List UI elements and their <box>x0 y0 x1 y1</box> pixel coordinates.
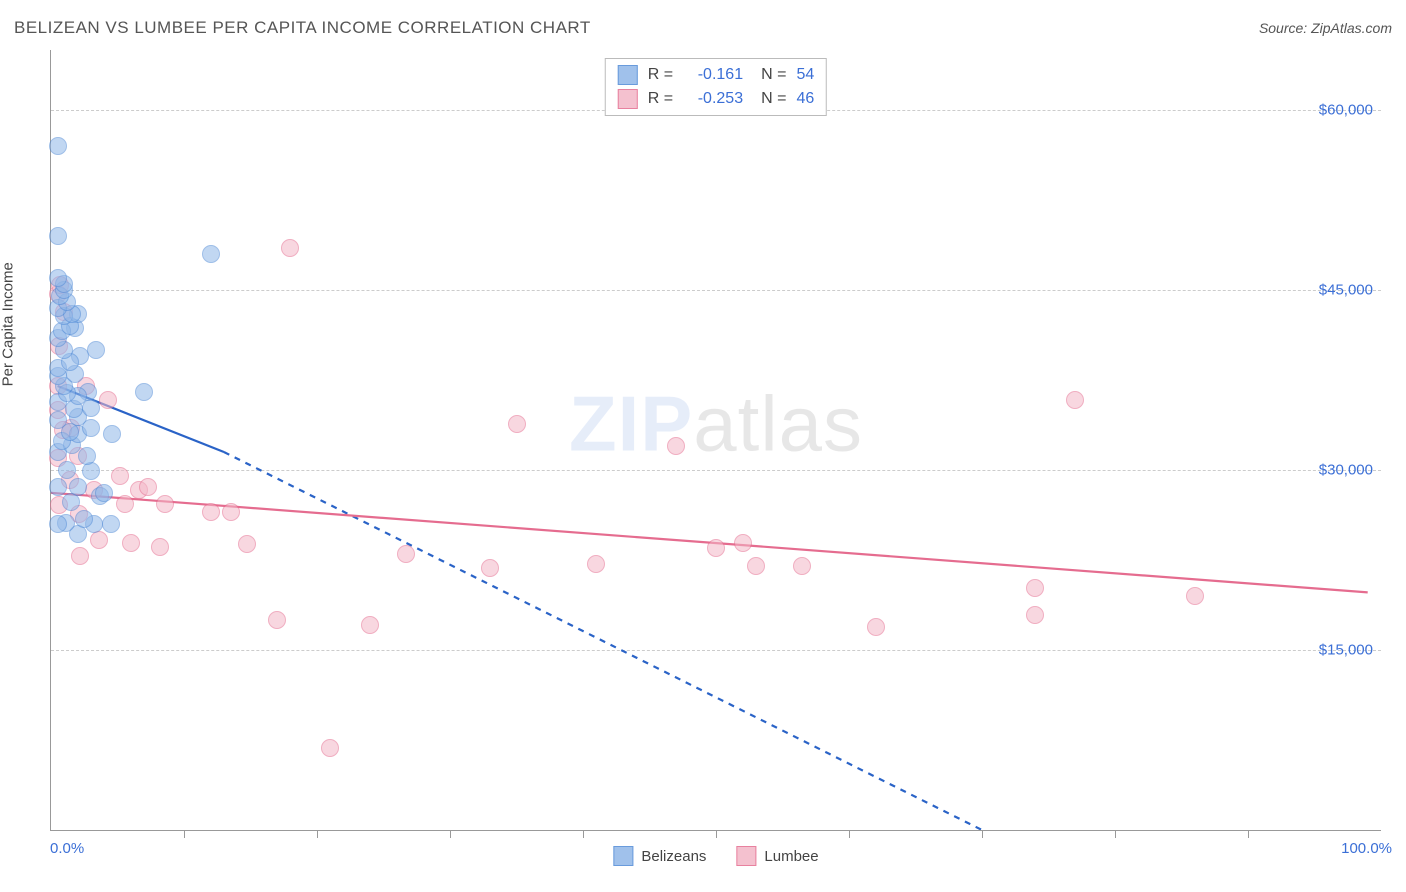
scatter-point <box>156 495 174 513</box>
r-label: R = <box>648 90 673 108</box>
scatter-point <box>734 534 752 552</box>
scatter-point <box>587 555 605 573</box>
x-tick <box>450 830 451 838</box>
chart-title: BELIZEAN VS LUMBEE PER CAPITA INCOME COR… <box>14 18 591 38</box>
stats-row: R = -0.161 N = 54 <box>618 63 814 87</box>
trend-line <box>224 452 982 830</box>
x-tick <box>982 830 983 838</box>
scatter-point <box>90 531 108 549</box>
r-value: -0.253 <box>683 90 743 108</box>
scatter-point <box>95 484 113 502</box>
scatter-point <box>75 510 93 528</box>
n-label: N = <box>761 90 786 108</box>
scatter-point <box>62 493 80 511</box>
scatter-point <box>1186 587 1204 605</box>
scatter-point <box>135 383 153 401</box>
scatter-point <box>747 557 765 575</box>
n-value: 46 <box>796 90 814 108</box>
scatter-point <box>58 461 76 479</box>
scatter-point <box>707 539 725 557</box>
gridline <box>51 470 1381 471</box>
x-tick <box>583 830 584 838</box>
scatter-point <box>1026 606 1044 624</box>
source-label: Source: ZipAtlas.com <box>1259 20 1392 36</box>
scatter-point <box>508 415 526 433</box>
scatter-point <box>321 739 339 757</box>
scatter-point <box>281 239 299 257</box>
scatter-point <box>481 559 499 577</box>
scatter-point <box>122 534 140 552</box>
x-axis-max-label: 100.0% <box>1341 840 1392 857</box>
gridline <box>51 650 1381 651</box>
trend-lines-layer <box>51 50 1381 830</box>
scatter-point <box>268 611 286 629</box>
scatter-point <box>397 545 415 563</box>
series-swatch <box>618 65 638 85</box>
scatter-point <box>1066 391 1084 409</box>
x-tick <box>317 830 318 838</box>
scatter-point <box>49 515 67 533</box>
scatter-point <box>49 411 67 429</box>
scatter-point <box>867 618 885 636</box>
legend-swatch <box>736 846 756 866</box>
y-tick-label: $30,000 <box>1319 462 1373 479</box>
x-tick <box>716 830 717 838</box>
x-tick <box>849 830 850 838</box>
scatter-point <box>793 557 811 575</box>
scatter-point <box>139 478 157 496</box>
gridline <box>51 290 1381 291</box>
scatter-plot: ZIPatlas R =-0.161N =54R =-0.253N =46 Be… <box>50 50 1381 831</box>
scatter-point <box>49 227 67 245</box>
legend-label: Lumbee <box>764 848 818 865</box>
scatter-point <box>78 447 96 465</box>
scatter-point <box>99 391 117 409</box>
scatter-point <box>82 399 100 417</box>
legend: Belizeans Lumbee <box>613 846 818 866</box>
scatter-point <box>238 535 256 553</box>
scatter-point <box>103 425 121 443</box>
legend-item: Belizeans <box>613 846 706 866</box>
y-tick-label: $15,000 <box>1319 642 1373 659</box>
x-axis-min-label: 0.0% <box>50 840 84 857</box>
y-axis-label: Per Capita Income <box>0 262 17 386</box>
scatter-point <box>82 462 100 480</box>
y-tick-label: $45,000 <box>1319 282 1373 299</box>
correlation-stats-box: R = -0.161 N = 54 R = -0.253 N = 46 <box>605 58 827 116</box>
scatter-point <box>667 437 685 455</box>
scatter-point <box>49 137 67 155</box>
scatter-point <box>49 478 67 496</box>
n-label: N = <box>761 66 786 84</box>
n-value: 54 <box>796 66 814 84</box>
scatter-point <box>151 538 169 556</box>
scatter-point <box>116 495 134 513</box>
r-label: R = <box>648 66 673 84</box>
scatter-point <box>49 269 67 287</box>
legend-swatch <box>613 846 633 866</box>
scatter-point <box>87 341 105 359</box>
legend-item: Lumbee <box>736 846 818 866</box>
x-tick <box>1248 830 1249 838</box>
scatter-point <box>69 478 87 496</box>
scatter-point <box>111 467 129 485</box>
watermark: ZIPatlas <box>569 379 863 470</box>
stats-row: R = -0.253 N = 46 <box>618 87 814 111</box>
scatter-point <box>202 503 220 521</box>
series-swatch <box>618 89 638 109</box>
scatter-point <box>222 503 240 521</box>
scatter-point <box>1026 579 1044 597</box>
y-tick-label: $60,000 <box>1319 102 1373 119</box>
scatter-point <box>102 515 120 533</box>
x-tick <box>184 830 185 838</box>
scatter-point <box>202 245 220 263</box>
legend-label: Belizeans <box>641 848 706 865</box>
scatter-point <box>71 547 89 565</box>
scatter-point <box>361 616 379 634</box>
r-value: -0.161 <box>683 66 743 84</box>
x-tick <box>1115 830 1116 838</box>
